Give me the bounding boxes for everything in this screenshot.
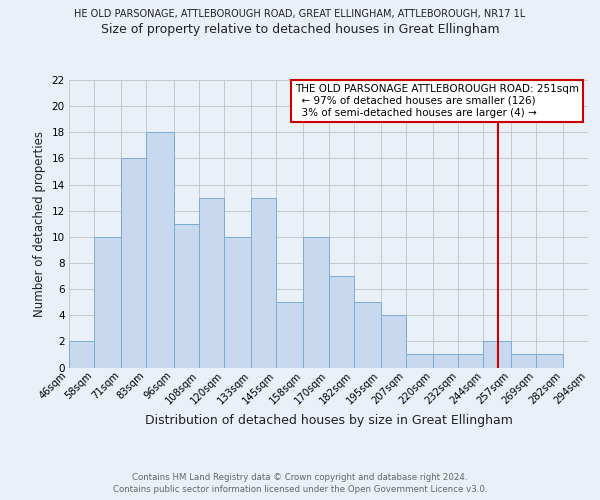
Bar bbox=[276, 302, 304, 368]
Bar bbox=[406, 354, 433, 368]
X-axis label: Distribution of detached houses by size in Great Ellingham: Distribution of detached houses by size … bbox=[145, 414, 512, 427]
Bar bbox=[536, 354, 563, 368]
Bar bbox=[304, 237, 329, 368]
Bar bbox=[458, 354, 484, 368]
Text: THE OLD PARSONAGE ATTLEBOROUGH ROAD: 251sqm
  ← 97% of detached houses are small: THE OLD PARSONAGE ATTLEBOROUGH ROAD: 251… bbox=[295, 84, 579, 117]
Bar bbox=[94, 237, 121, 368]
Bar bbox=[173, 224, 199, 368]
Text: HE OLD PARSONAGE, ATTLEBOROUGH ROAD, GREAT ELLINGHAM, ATTLEBOROUGH, NR17 1L: HE OLD PARSONAGE, ATTLEBOROUGH ROAD, GRE… bbox=[74, 9, 526, 19]
Bar bbox=[381, 315, 406, 368]
Text: Size of property relative to detached houses in Great Ellingham: Size of property relative to detached ho… bbox=[101, 24, 499, 36]
Bar bbox=[353, 302, 381, 368]
Bar bbox=[329, 276, 353, 368]
Bar bbox=[251, 198, 276, 368]
Text: Contains HM Land Registry data © Crown copyright and database right 2024.
Contai: Contains HM Land Registry data © Crown c… bbox=[113, 472, 487, 494]
Bar bbox=[121, 158, 146, 368]
Bar bbox=[199, 198, 224, 368]
Bar bbox=[224, 237, 251, 368]
Bar bbox=[146, 132, 173, 368]
Bar bbox=[69, 342, 94, 367]
Bar bbox=[433, 354, 458, 368]
Y-axis label: Number of detached properties: Number of detached properties bbox=[33, 130, 46, 317]
Bar bbox=[511, 354, 536, 368]
Bar bbox=[484, 342, 511, 367]
